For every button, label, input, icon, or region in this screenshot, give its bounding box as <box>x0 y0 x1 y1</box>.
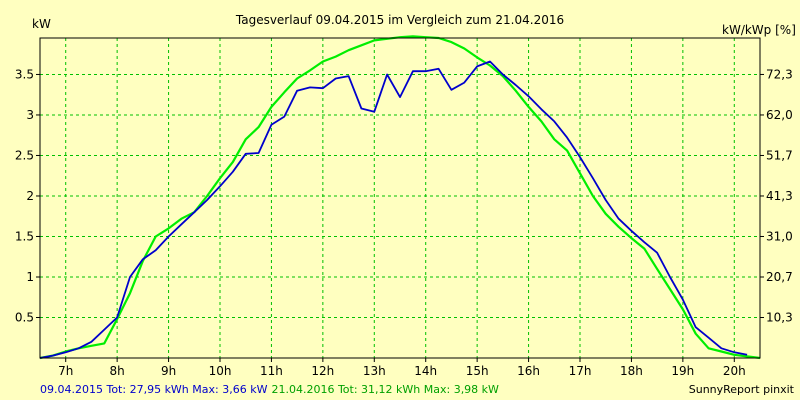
series-lines <box>39 35 761 360</box>
grid-lines <box>40 38 760 358</box>
chart-title: Tagesverlauf 09.04.2015 im Vergleich zum… <box>235 13 564 27</box>
footer-credit: SunnyReport pinxit <box>689 383 795 396</box>
x-tick-label: 9h <box>161 364 176 378</box>
y-ticks-right: 10,3 20,7 31,0 41,3 51,7 62,0 72,3 <box>760 67 793 324</box>
y-tick-label-left: 2.5 <box>15 148 34 162</box>
y-tick-label-right: 20,7 <box>766 270 793 284</box>
y-tick-label-left: 1.5 <box>15 229 34 243</box>
y-tick-label-right: 31,0 <box>766 229 793 243</box>
x-tick-label: 19h <box>671 364 694 378</box>
x-tick-label: 17h <box>569 364 592 378</box>
y-tick-label-right: 51,7 <box>766 148 793 162</box>
x-tick-label: 13h <box>363 364 386 378</box>
y-tick-label-left: 1 <box>26 270 34 284</box>
x-ticks: 7h 8h 9h 10h 11h 12h 13h 14h 15h 16h 17h 18h 19h 20h <box>58 358 746 378</box>
x-tick-label: 16h <box>517 364 540 378</box>
legend: 09.04.2015 Tot: 27,95 kWh Max: 3,66 kW 21… <box>40 383 499 396</box>
y-tick-label-left: 0.5 <box>15 310 34 324</box>
series-line-09.04.2015 <box>39 60 748 359</box>
y-ticks-left: 0.5 1 1.5 2 2.5 3 3.5 <box>15 67 40 324</box>
x-tick-label: 8h <box>110 364 125 378</box>
x-tick-label: 11h <box>260 364 283 378</box>
y-tick-label-left: 3 <box>26 108 34 122</box>
y-tick-label-left: 2 <box>26 189 34 203</box>
y-tick-label-right: 10,3 <box>766 310 793 324</box>
y-tick-label-right: 62,0 <box>766 108 793 122</box>
legend-series-1-stats: Tot: 27,95 kWh Max: 3,66 kW <box>103 383 268 396</box>
y-axis-left-label: kW <box>32 17 51 31</box>
y-axis-right-label: kW/kWp [%] <box>722 23 796 37</box>
legend-series-1-date: 09.04.2015 <box>40 383 103 396</box>
x-tick-label: 10h <box>209 364 232 378</box>
x-tick-label: 14h <box>414 364 437 378</box>
y-tick-label-right: 72,3 <box>766 67 793 81</box>
series-line-21.04.2016 <box>39 35 761 360</box>
legend-series-2-date: 21.04.2016 <box>271 383 334 396</box>
x-tick-label: 15h <box>466 364 489 378</box>
y-tick-label-left: 3.5 <box>15 67 34 81</box>
legend-series-2-stats: Tot: 31,12 kWh Max: 3,98 kW <box>334 383 499 396</box>
y-tick-label-right: 41,3 <box>766 189 793 203</box>
x-tick-label: 12h <box>311 364 334 378</box>
plot-frame <box>39 37 761 359</box>
x-tick-label: 20h <box>723 364 746 378</box>
x-tick-label: 18h <box>620 364 643 378</box>
x-tick-label: 7h <box>58 364 73 378</box>
